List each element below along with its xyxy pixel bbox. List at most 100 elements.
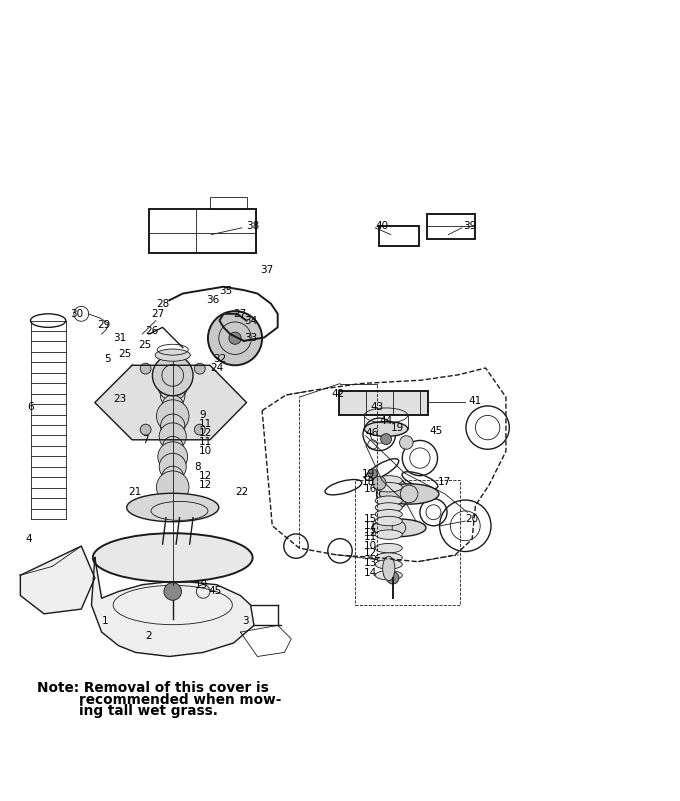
Text: 15: 15 [364,514,377,524]
Text: 14: 14 [364,568,377,578]
Text: 45: 45 [429,426,443,436]
Polygon shape [95,365,247,440]
Text: 2: 2 [145,631,152,641]
Circle shape [164,582,182,600]
Text: 10: 10 [199,446,212,457]
Ellipse shape [373,477,386,490]
Text: 27: 27 [233,309,246,319]
Text: 27: 27 [152,309,165,319]
Text: 12: 12 [199,480,212,490]
Circle shape [208,311,262,365]
Circle shape [159,362,186,389]
Circle shape [381,433,392,445]
Ellipse shape [375,543,403,553]
Circle shape [159,453,186,481]
Circle shape [400,436,413,449]
Text: 24: 24 [210,363,223,373]
Text: 33: 33 [244,333,257,343]
Text: 43: 43 [371,402,384,413]
Text: recommended when mow-: recommended when mow- [80,693,282,706]
Circle shape [140,425,151,435]
Circle shape [156,471,189,504]
Text: 31: 31 [113,333,126,343]
FancyBboxPatch shape [339,391,428,416]
Text: 40: 40 [375,221,388,231]
Text: 41: 41 [469,396,482,405]
Text: 32: 32 [213,353,226,364]
Circle shape [152,355,193,396]
Ellipse shape [383,556,395,581]
Ellipse shape [379,484,439,504]
Ellipse shape [375,529,403,539]
Text: 46: 46 [366,428,379,438]
Text: 19: 19 [194,580,207,590]
Ellipse shape [375,517,403,525]
Text: 17: 17 [438,477,452,487]
Ellipse shape [375,482,403,492]
Text: 16: 16 [364,484,377,493]
Ellipse shape [155,349,190,361]
Text: 11: 11 [364,521,377,531]
Text: 13: 13 [364,558,377,568]
Text: 36: 36 [206,296,219,305]
Text: 19: 19 [391,423,404,433]
Text: 12: 12 [364,548,377,557]
Text: Note: Removal of this cover is: Note: Removal of this cover is [37,682,269,695]
Circle shape [158,371,188,400]
Text: 21: 21 [129,487,142,497]
Ellipse shape [375,476,403,485]
Text: 25: 25 [118,349,131,360]
Circle shape [140,363,151,374]
Text: 22: 22 [235,487,248,497]
Circle shape [194,425,205,435]
Text: 11: 11 [199,437,212,448]
Circle shape [158,442,188,472]
Text: 7: 7 [142,435,149,445]
Polygon shape [20,546,95,614]
Circle shape [194,363,205,374]
Ellipse shape [375,496,403,505]
Text: 28: 28 [156,300,169,309]
Text: 35: 35 [220,286,233,296]
Circle shape [368,469,377,478]
Circle shape [387,572,399,584]
Text: 20: 20 [465,514,479,524]
Circle shape [156,400,189,433]
Text: 38: 38 [247,221,260,231]
Ellipse shape [375,509,403,519]
Text: 9: 9 [199,410,206,421]
Text: 26: 26 [145,327,158,336]
Circle shape [159,423,186,450]
Ellipse shape [126,493,219,521]
Circle shape [162,395,184,417]
Text: 3: 3 [242,616,248,626]
Text: 12: 12 [364,528,377,537]
Text: 8: 8 [194,462,201,472]
Polygon shape [91,557,254,657]
Circle shape [229,332,241,344]
Text: 11: 11 [364,533,377,542]
Text: 18: 18 [362,477,375,487]
Text: 10: 10 [364,541,377,551]
Text: 6: 6 [27,402,34,413]
Text: 44: 44 [379,416,392,426]
Ellipse shape [92,533,253,582]
Text: 1: 1 [101,616,108,626]
Ellipse shape [375,553,403,562]
Ellipse shape [375,503,403,513]
Ellipse shape [364,421,408,437]
Ellipse shape [372,519,426,537]
Ellipse shape [375,570,403,580]
Text: 4: 4 [25,534,32,545]
Text: 29: 29 [97,320,111,330]
Text: 39: 39 [463,221,477,231]
Ellipse shape [375,560,403,570]
Text: 23: 23 [113,394,126,405]
Text: 34: 34 [244,316,257,325]
Text: 12: 12 [199,428,212,438]
Text: 42: 42 [332,388,345,399]
Text: 25: 25 [138,340,152,350]
Text: 30: 30 [71,309,84,319]
Text: 12: 12 [199,471,212,481]
Text: 5: 5 [104,353,111,364]
